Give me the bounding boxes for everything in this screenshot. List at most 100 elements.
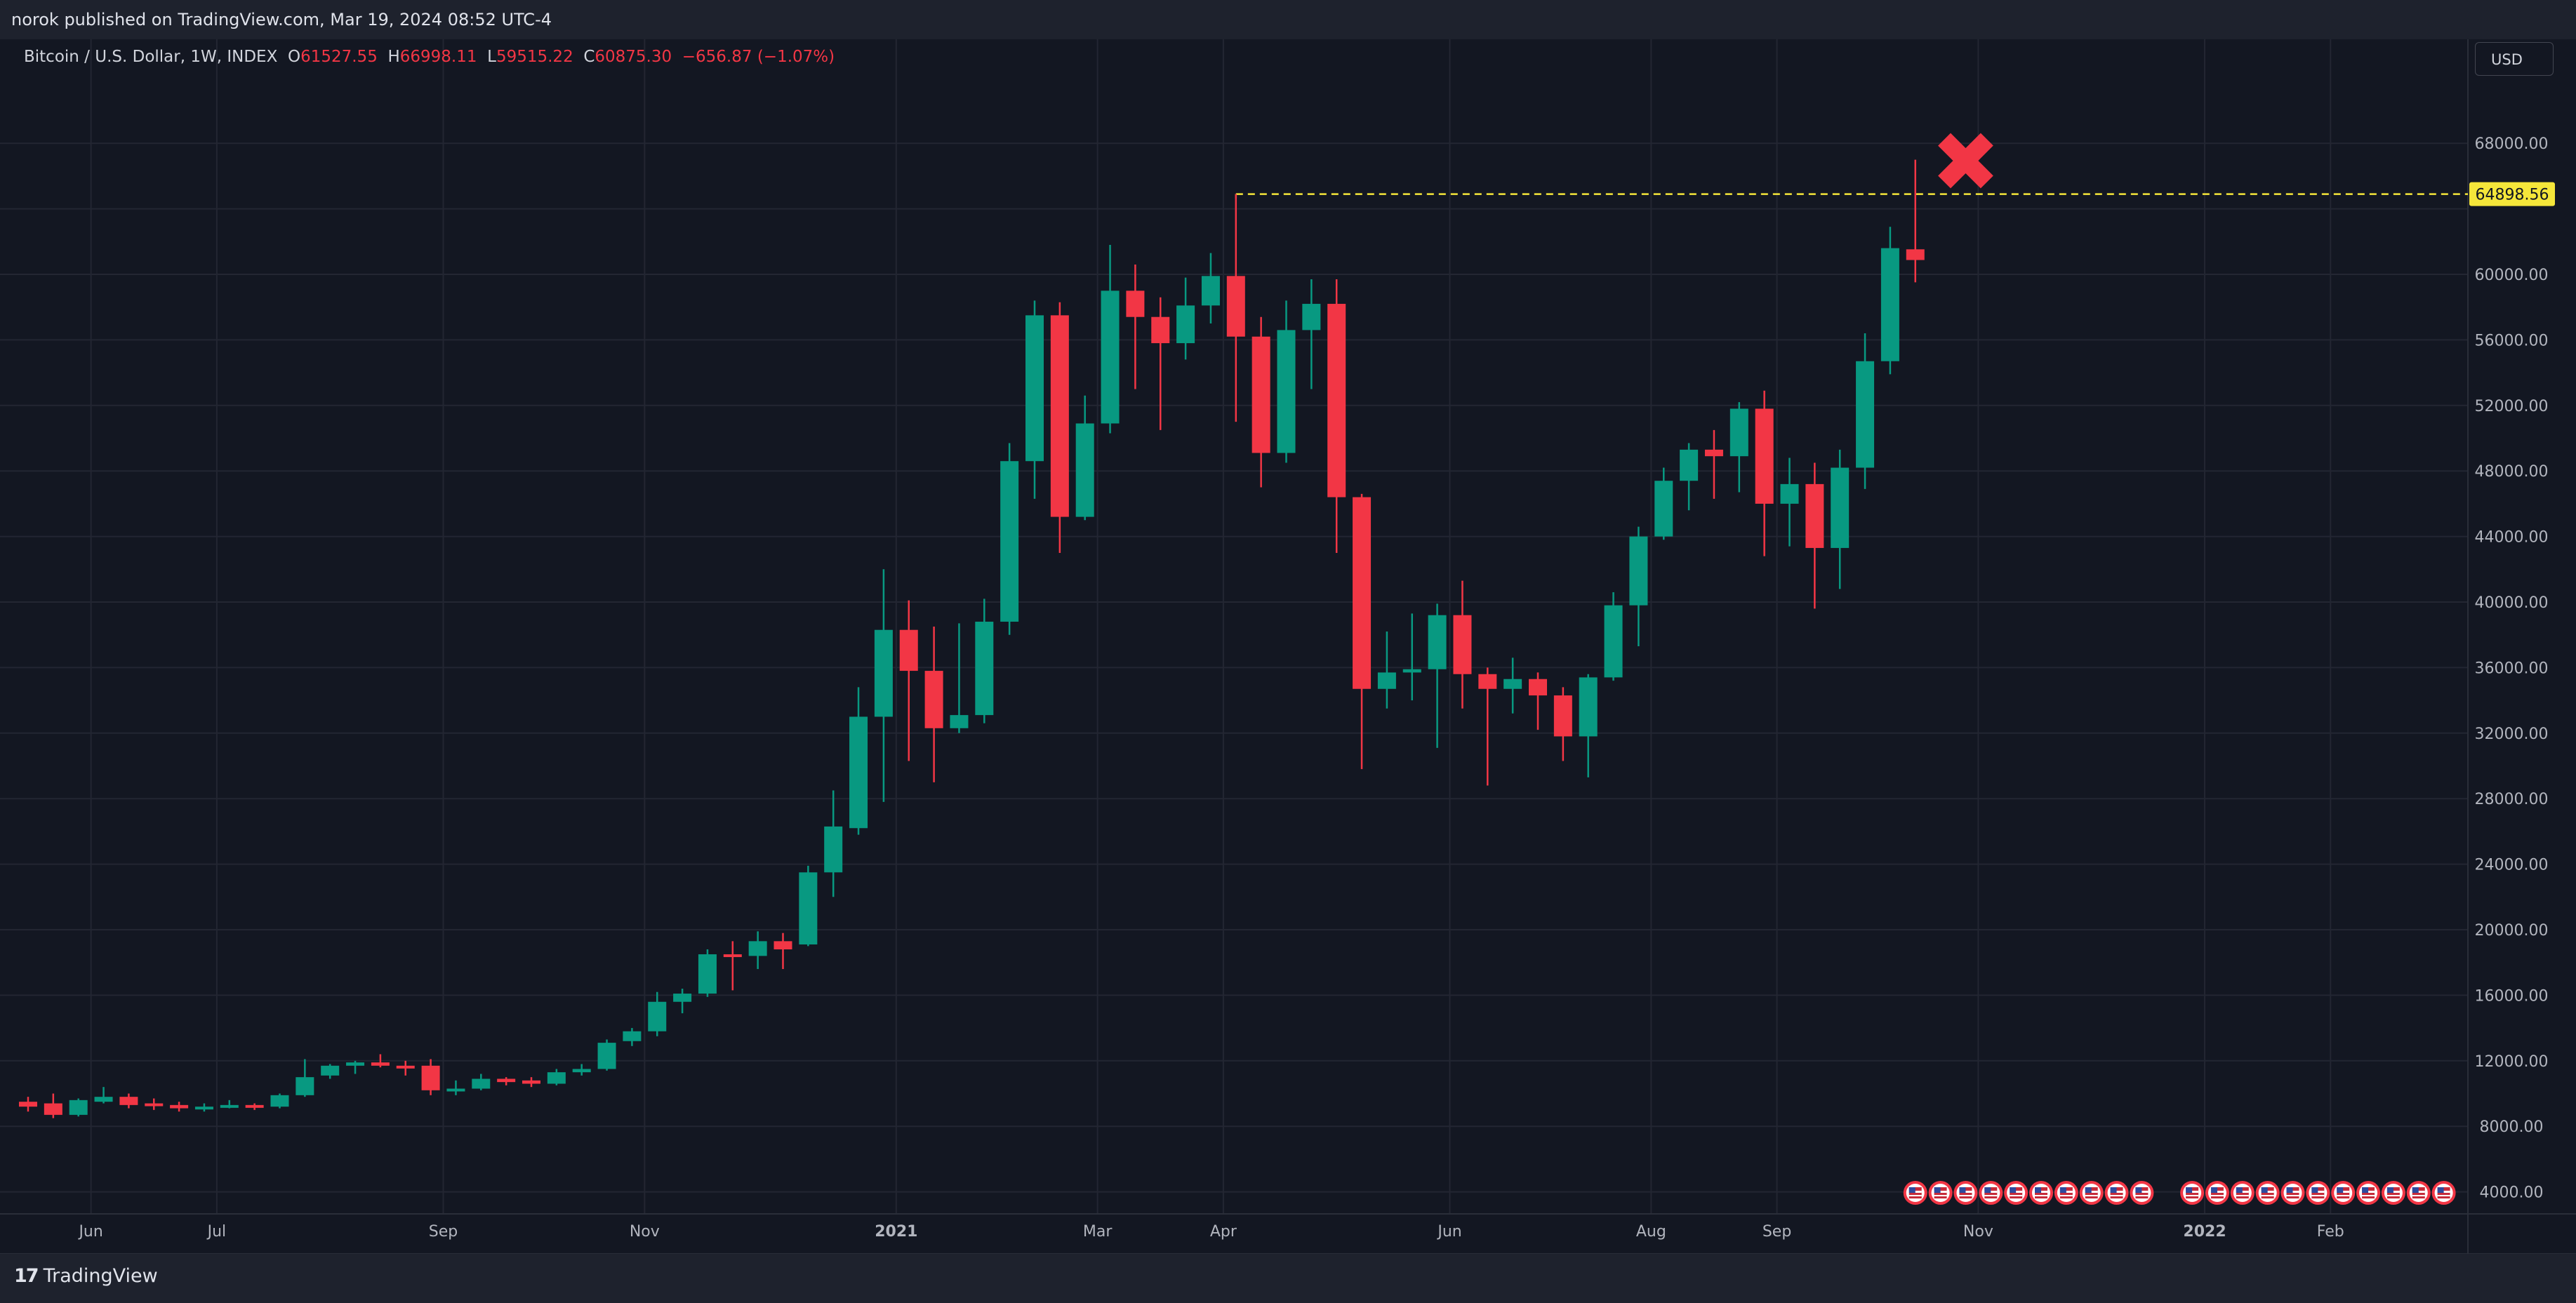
- chart-area[interactable]: 64898.56 ✖ 4000.00 8000.00 12000.00 16000.0…: [0, 39, 2576, 1253]
- time-tick-label: Apr: [1210, 1223, 1237, 1241]
- time-tick-label: Jun: [77, 1223, 102, 1241]
- publisher-line: norok published on TradingView.com, Mar …: [11, 10, 552, 29]
- price-tick-label: 52000.00: [2475, 398, 2549, 415]
- candle-body: [119, 1097, 138, 1105]
- us-flag-icon: [1953, 1181, 1978, 1205]
- candle-body: [1050, 315, 1069, 517]
- tradingview-mark-icon: 17: [14, 1265, 39, 1287]
- us-flag-icon: [2431, 1181, 2456, 1205]
- candle-body: [748, 941, 767, 956]
- candle-body: [1126, 290, 1145, 317]
- tradingview-brand: TradingView: [43, 1265, 158, 1287]
- us-flag-icon: [2331, 1181, 2356, 1205]
- candle-body: [950, 715, 969, 728]
- candle-body: [1453, 615, 1472, 674]
- candle-body: [1075, 423, 1094, 517]
- candle-body: [874, 629, 893, 717]
- close-value: 60875.30: [595, 48, 672, 66]
- symbol-name[interactable]: Bitcoin / U.S. Dollar, 1W, INDEX: [24, 48, 278, 66]
- candle-body: [623, 1031, 642, 1041]
- price-tick-label: 48000.00: [2475, 463, 2549, 481]
- price-tick-label: 60000.00: [2475, 267, 2549, 284]
- us-flag-icon: [2230, 1181, 2255, 1205]
- candle-body: [899, 629, 918, 671]
- footer-bar: 17 TradingView: [0, 1253, 2576, 1303]
- candle-body: [170, 1104, 189, 1109]
- price-tick-label: 68000.00: [2475, 135, 2549, 153]
- price-tick-label: 36000.00: [2475, 660, 2549, 677]
- price-tick-label: 12000.00: [2475, 1053, 2549, 1071]
- us-flag-icon: [1903, 1181, 1927, 1205]
- time-tick-label: Sep: [1762, 1223, 1791, 1241]
- candle-body: [522, 1080, 540, 1084]
- us-flag-icon: [2130, 1181, 2154, 1205]
- candlestick-chart[interactable]: 64898.56 ✖ 4000.00 8000.00 12000.00 16000.0…: [0, 39, 2576, 1253]
- candle-body: [1529, 679, 1547, 696]
- candle-body: [698, 954, 717, 994]
- candle-body: [1252, 336, 1270, 453]
- us-flag-icon: [2356, 1181, 2381, 1205]
- candle-body: [547, 1072, 566, 1084]
- price-tick-label: 20000.00: [2475, 922, 2549, 940]
- candle-body: [346, 1062, 365, 1066]
- candle-body: [572, 1069, 591, 1073]
- candle-body: [1729, 408, 1748, 457]
- candle-body: [1780, 483, 1799, 504]
- candle-body: [321, 1065, 340, 1076]
- open-value: 61527.55: [300, 48, 378, 66]
- time-tick-label: Sep: [429, 1223, 458, 1241]
- price-level-line[interactable]: 64898.56: [1235, 182, 2555, 206]
- price-tick-label: 4000.00: [2480, 1184, 2544, 1202]
- candle-body: [849, 716, 868, 829]
- candle-body: [1805, 483, 1824, 548]
- candle-body: [1579, 677, 1598, 737]
- candle-body: [774, 941, 792, 950]
- candle-body: [1277, 330, 1296, 453]
- candle-body: [1680, 449, 1699, 481]
- x-marker-annotation[interactable]: ✖: [1931, 114, 2000, 211]
- candle-body: [824, 826, 843, 873]
- price-tick-label: 40000.00: [2475, 594, 2549, 612]
- time-tick-label: Mar: [1083, 1223, 1113, 1241]
- price-tick-label: 8000.00: [2480, 1118, 2544, 1136]
- candle-body: [472, 1078, 491, 1089]
- time-tick-label: Jul: [206, 1223, 227, 1241]
- currency-button[interactable]: USD: [2475, 42, 2554, 76]
- candle-body: [1654, 481, 1673, 537]
- candle-body: [1880, 248, 1899, 361]
- open-label: O: [287, 48, 301, 66]
- us-flag-icon: [2406, 1181, 2431, 1205]
- x-marker-icon: ✖: [1931, 114, 2000, 211]
- candle-body: [1503, 679, 1522, 689]
- candle-body: [245, 1104, 264, 1108]
- price-tick-label: 44000.00: [2475, 529, 2549, 547]
- candle-body: [19, 1102, 37, 1107]
- time-tick-label: 2022: [2183, 1223, 2226, 1241]
- candle-body: [145, 1103, 164, 1107]
- candle-body: [1377, 672, 1396, 689]
- candle-body: [1629, 536, 1648, 606]
- us-flag-icon: [2205, 1181, 2229, 1205]
- time-axis[interactable]: Jun Jul Sep Nov 2021 Mar Apr Jun Aug Sep Nov 2022 Fe…: [77, 1223, 2344, 1241]
- time-tick-label: 2021: [875, 1223, 917, 1241]
- tradingview-logo[interactable]: 17 TradingView: [14, 1265, 158, 1287]
- candle-body: [1604, 605, 1623, 678]
- us-flag-icon: [2255, 1181, 2280, 1205]
- price-tick-label: 24000.00: [2475, 857, 2549, 874]
- price-axis[interactable]: 4000.00 8000.00 12000.00 16000.00 20000.00 24…: [2475, 135, 2549, 1201]
- price-tick-label: 16000.00: [2475, 987, 2549, 1005]
- us-flag-icon: [2104, 1181, 2129, 1205]
- time-tick-label: Nov: [1963, 1223, 1993, 1241]
- candle-body: [1704, 449, 1723, 457]
- candle-body: [975, 622, 994, 716]
- event-icons[interactable]: [1903, 1181, 2456, 1205]
- candle-body: [1327, 304, 1346, 497]
- candle-body: [220, 1104, 239, 1108]
- candle-body: [371, 1062, 390, 1066]
- us-flag-icon: [2180, 1181, 2205, 1205]
- price-tick-label: 32000.00: [2475, 726, 2549, 743]
- candle-body: [1831, 467, 1850, 548]
- us-flag-icon: [2054, 1181, 2078, 1205]
- candles[interactable]: [19, 159, 1925, 1118]
- candle-body: [648, 1001, 667, 1031]
